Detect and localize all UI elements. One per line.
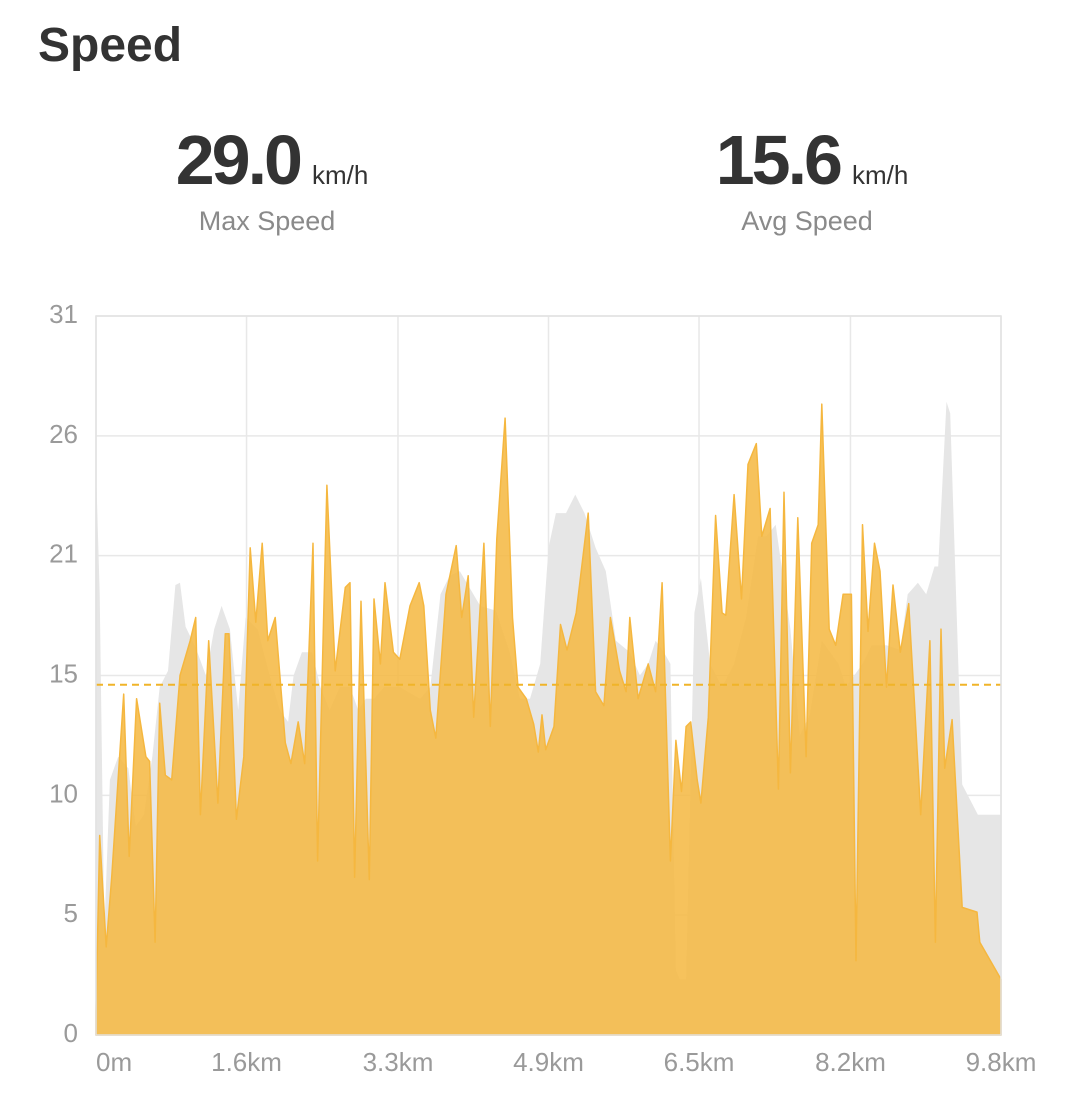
stat-value: 15.6 bbox=[715, 121, 843, 199]
plot-border bbox=[95, 315, 1002, 1036]
x-tick-label: 4.9km bbox=[513, 1047, 584, 1077]
y-tick-label: 5 bbox=[64, 898, 78, 928]
speed-area bbox=[95, 403, 1002, 1036]
y-tick-label: 31 bbox=[49, 299, 78, 329]
x-tick-label: 0m bbox=[96, 1047, 132, 1077]
x-tick-label: 9.8km bbox=[966, 1047, 1037, 1077]
stat-avg: 15.6 km/h Avg Speed bbox=[612, 120, 1012, 237]
page-title: Speed bbox=[38, 19, 183, 72]
y-tick-label: 10 bbox=[49, 778, 78, 808]
stat-label: Avg Speed bbox=[741, 206, 873, 236]
stat-max: 29.0 km/h Max Speed bbox=[72, 120, 472, 237]
y-tick-label: 15 bbox=[49, 658, 78, 688]
x-tick-label: 3.3km bbox=[363, 1047, 434, 1077]
stat-value: 29.0 bbox=[175, 121, 303, 199]
stat-unit: km/h bbox=[311, 160, 369, 190]
stat-label: Max Speed bbox=[198, 206, 336, 236]
y-tick-label: 26 bbox=[49, 419, 78, 449]
x-tick-label: 8.2km bbox=[815, 1047, 886, 1077]
x-tick-label: 1.6km bbox=[211, 1047, 282, 1077]
y-tick-label: 0 bbox=[64, 1018, 78, 1048]
stat-unit: km/h bbox=[851, 160, 909, 190]
y-tick-label: 21 bbox=[49, 538, 78, 568]
x-tick-label: 6.5km bbox=[664, 1047, 735, 1077]
